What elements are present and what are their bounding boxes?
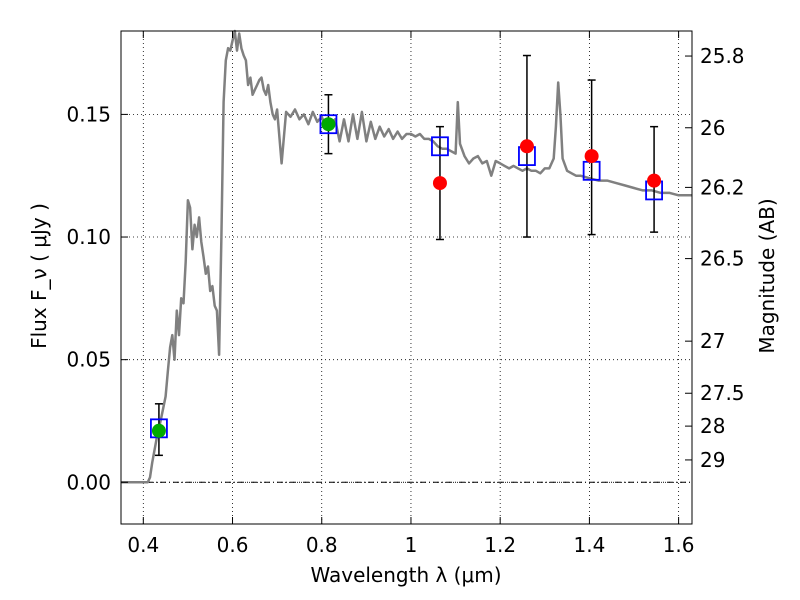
y-tick-label-1: 0.05 (66, 348, 111, 372)
y-axis-right-title: Magnitude (AB) (755, 198, 779, 353)
observed-point-2-2 (584, 149, 599, 164)
observed-point-1-1 (321, 117, 336, 132)
right-tick-label-3: 26.5 (700, 247, 745, 271)
observed-point-2-0 (432, 176, 447, 191)
x-tick-label-6: 1.6 (663, 533, 695, 557)
right-tick-label-5: 27.5 (700, 381, 745, 405)
plot-frame (120, 30, 693, 525)
x-tick-label-5: 1.4 (573, 533, 605, 557)
y-axis-left-title: Flux F_ν ( μJy ) (27, 203, 51, 349)
x-axis-title: Wavelength λ (μm) (310, 563, 501, 587)
right-tick-label-0: 25.8 (700, 44, 745, 68)
model-spectrum-line (121, 29, 692, 484)
x-tick-label-0: 0.4 (127, 533, 159, 557)
x-tick-label-2: 0.8 (306, 533, 338, 557)
right-tick-label-6: 28 (700, 414, 725, 438)
observed-point-1-0 (151, 423, 166, 438)
y-axis-right-ticks: 25.8 26 26.2 26.5 27 27.5 28 29 (685, 44, 745, 472)
y-axis-left-ticks: 0.00 0.05 0.10 0.15 (66, 102, 128, 494)
y-tick-label-2: 0.10 (66, 225, 111, 249)
model-point-2 (431, 136, 449, 157)
observed-point-2-3 (647, 173, 662, 188)
right-tick-label-1: 26 (700, 116, 725, 140)
x-tick-label-3: 1 (405, 533, 418, 557)
plot-background (121, 31, 692, 524)
x-tick-label-4: 1.2 (484, 533, 516, 557)
y-tick-label-3: 0.15 (66, 102, 111, 126)
model-point-1 (319, 114, 338, 135)
right-tick-label-7: 29 (700, 448, 725, 472)
observed-point-2-1 (519, 139, 534, 154)
y-tick-label-0: 0.00 (66, 470, 111, 494)
x-tick-label-1: 0.6 (217, 533, 249, 557)
right-tick-label-4: 27 (700, 329, 725, 353)
x-axis-ticks: 0.4 0.6 0.8 1 1.2 1.4 1.6 (127, 31, 695, 557)
right-tick-label-2: 26.2 (700, 175, 745, 199)
marker-layer (150, 114, 663, 439)
model-spectrum-layer (121, 29, 692, 484)
